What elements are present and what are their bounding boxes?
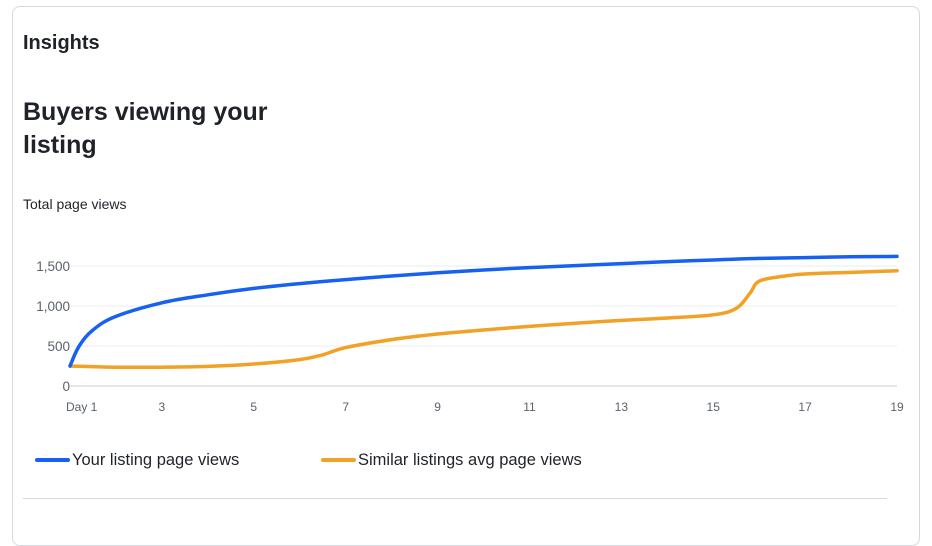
y-tick-label: 1,000 — [36, 299, 70, 314]
x-tick-label: 9 — [434, 400, 441, 414]
x-tick-label: 15 — [707, 400, 721, 414]
x-tick-label: 5 — [250, 400, 257, 414]
series-lines — [68, 254, 899, 369]
legend-swatch-similar-listings — [321, 458, 356, 462]
x-tick-label: 17 — [798, 400, 812, 414]
x-tick-labels: Day 1 3 5 7 9 11 13 15 17 19 — [66, 400, 904, 414]
y-tick-label: 1,500 — [36, 259, 70, 274]
x-tick-label: 7 — [342, 400, 349, 414]
y-tick-label: 0 — [62, 379, 70, 394]
divider — [23, 498, 887, 499]
legend-swatch-your-listing — [35, 458, 70, 462]
x-tick-label: 19 — [890, 400, 904, 414]
x-tick-label: 3 — [159, 400, 166, 414]
legend-label-your-listing: Your listing page views — [72, 450, 240, 469]
y-tick-label: 500 — [47, 339, 70, 354]
chart-title: Buyers viewing your listing — [23, 98, 268, 159]
insights-card — [12, 6, 920, 546]
legend-item-your-listing[interactable]: Your listing page views — [35, 448, 239, 472]
y-axis-label: Total page views — [23, 196, 127, 212]
x-tick-label: Day 1 — [66, 400, 98, 414]
series-line-similar-listings — [68, 269, 899, 369]
line-chart: 0 500 1,000 1,500 Day 1 3 5 7 9 11 13 15 17 19 — [36, 254, 904, 414]
series-line-your-listing — [68, 254, 899, 368]
y-tick-labels: 0 500 1,000 1,500 — [36, 259, 70, 394]
x-tick-label: 11 — [523, 400, 536, 414]
legend-item-similar-listings[interactable]: Similar listings avg page views — [321, 448, 582, 472]
section-title: Insights — [23, 32, 100, 54]
x-tick-label: 13 — [615, 400, 629, 414]
gridlines — [70, 265, 897, 387]
legend-label-similar-listings: Similar listings avg page views — [358, 450, 582, 469]
